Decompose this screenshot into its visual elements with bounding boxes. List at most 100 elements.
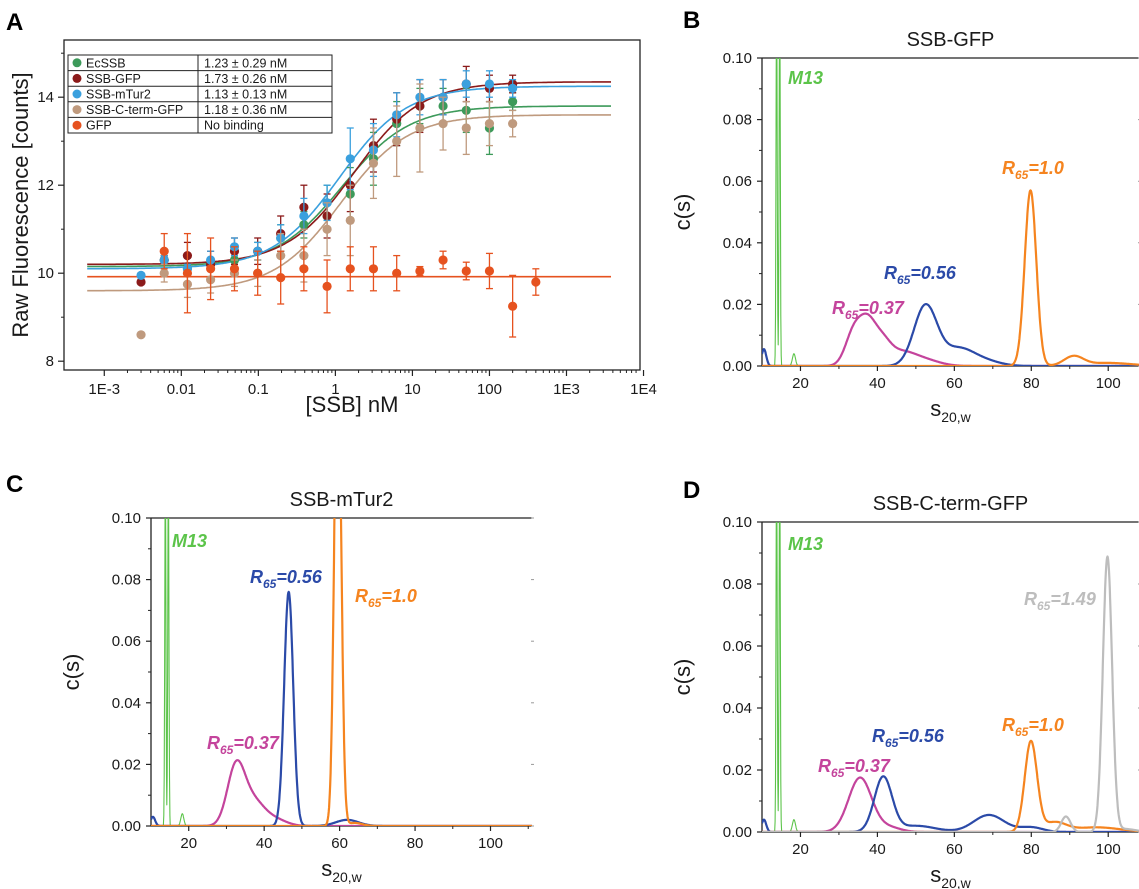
r65-subscript: 65 <box>845 308 859 322</box>
x-axis-label-main: s <box>930 862 941 887</box>
r65-label: R65=0.37 <box>818 756 891 780</box>
y-tick-label: 10 <box>37 265 54 282</box>
legend-marker <box>72 105 82 115</box>
m13-label: M13 <box>788 534 823 554</box>
x-tick-label: 100 <box>477 381 502 398</box>
data-point <box>461 266 471 276</box>
curves <box>151 518 532 826</box>
data-point <box>392 136 402 146</box>
x-tick-label: 100 <box>478 835 503 852</box>
y-tick-label: 0.00 <box>723 824 752 841</box>
r65-label: R65=0.37 <box>207 733 280 757</box>
panel-d: D 0.00 0.02 0.04 0.06 0.08 0.10 20 40 60 80 100 SSB-… <box>670 477 1139 889</box>
data-point <box>484 266 495 276</box>
x-tick-label: 0.01 <box>167 381 196 398</box>
data-point <box>508 83 518 93</box>
data-point <box>415 266 425 276</box>
y-tick-label: 8 <box>46 353 54 370</box>
y-tick-label: 0.04 <box>112 695 141 712</box>
data-point <box>229 264 240 274</box>
x-tick-label: 20 <box>792 841 809 858</box>
r65-label: R65=0.56 <box>872 726 945 750</box>
panel-title: SSB-C-term-GFP <box>873 493 1029 515</box>
x-tick-label: 60 <box>946 841 963 858</box>
data-point <box>253 268 263 278</box>
data-point <box>484 119 495 129</box>
curves <box>762 522 1139 832</box>
panel-b: B 0.00 0.02 0.04 0.06 0.08 0.10 20 40 60 80 100 SSB-… <box>670 7 1139 425</box>
y-tick-label: 0.08 <box>723 112 752 129</box>
y-axis-label: Raw Fluorescence [counts] <box>8 72 33 337</box>
r65-subscript: 65 <box>263 577 277 591</box>
data-point <box>461 79 471 89</box>
data-point <box>345 215 355 225</box>
y-tick-label: 0.06 <box>723 173 752 190</box>
data-point <box>508 97 518 107</box>
panel-c-label: C <box>6 471 23 498</box>
x-tick-label: 1E-3 <box>88 381 120 398</box>
r65-subscript: 65 <box>897 273 911 287</box>
distribution-curve <box>151 590 532 826</box>
r65-value: =1.49 <box>1050 589 1096 609</box>
r65-symbol: R <box>1002 158 1015 178</box>
data-point <box>159 268 169 278</box>
x-tick-label: 20 <box>792 375 809 392</box>
x-tick-label: 1E4 <box>630 381 657 398</box>
r65-symbol: R <box>884 263 897 283</box>
y-axis-label: c(s) <box>670 194 695 231</box>
y-tick-label: 0.04 <box>723 235 752 252</box>
panel-b-label: B <box>683 7 700 34</box>
distribution-curve <box>151 759 532 826</box>
x-tick-label: 60 <box>331 835 348 852</box>
distribution-curve <box>762 522 1139 832</box>
data-point <box>299 264 309 274</box>
x-tick-label: 80 <box>407 835 424 852</box>
legend-marker <box>72 58 82 68</box>
x-axis-label-main: s <box>930 396 941 421</box>
r65-value: =0.37 <box>844 756 891 776</box>
r65-symbol: R <box>832 298 845 318</box>
plot-frame <box>63 39 641 371</box>
y-tick-label: 0.06 <box>723 638 752 655</box>
x-tick-label: 40 <box>869 375 886 392</box>
r65-value: =1.0 <box>1028 158 1064 178</box>
legend-kd-value: No binding <box>204 119 264 133</box>
distribution-curve <box>762 775 1139 832</box>
x-axis-label: s20,w <box>321 856 362 885</box>
r65-label: R65=1.0 <box>1002 158 1064 182</box>
distribution-curve <box>762 303 1139 366</box>
x-tick-label: 40 <box>256 835 273 852</box>
data-point <box>136 330 146 340</box>
x-tick-label: 0.1 <box>248 381 269 398</box>
y-tick-label: 14 <box>37 89 54 106</box>
y-tick-label: 0.08 <box>112 572 141 589</box>
data-point <box>182 268 193 278</box>
panel-c: C 0.00 0.02 0.04 0.06 0.08 0.10 20 40 60 80 100 SSB-… <box>6 471 534 885</box>
curves <box>762 58 1139 366</box>
panel-a: A 1E-3 0.01 0.1 1 10 100 1E3 1E4 8 10 12 14 [SSB] nM R… <box>6 9 657 417</box>
distribution-curve <box>151 518 532 826</box>
r65-subscript: 65 <box>1015 168 1029 182</box>
y-tick-label: 0.10 <box>723 50 752 67</box>
x-axis-label-subscript: 20,w <box>332 869 362 885</box>
r65-subscript: 65 <box>220 743 234 757</box>
y-tick-label: 12 <box>37 177 54 194</box>
panel-d-label: D <box>683 477 700 504</box>
data-point <box>322 281 332 291</box>
r65-label: R65=1.49 <box>1024 589 1096 613</box>
r65-subscript: 65 <box>831 766 845 780</box>
data-point <box>461 123 471 133</box>
y-tick-label: 0.10 <box>723 514 752 531</box>
y-tick-label: 0.00 <box>112 818 141 835</box>
data-point <box>136 277 146 287</box>
r65-label: R65=1.0 <box>1002 715 1064 739</box>
r65-value: =0.56 <box>910 263 957 283</box>
r65-subscript: 65 <box>885 736 899 750</box>
x-tick-label: 1E3 <box>553 381 580 398</box>
r65-subscript: 65 <box>1015 725 1029 739</box>
x-tick-label: 1 <box>331 381 339 398</box>
legend: EcSSB 1.23 ± 0.29 nM SSB-GFP 1.73 ± 0.26 nM… <box>67 54 333 134</box>
data-point <box>136 270 146 280</box>
fit-curve <box>87 85 611 270</box>
